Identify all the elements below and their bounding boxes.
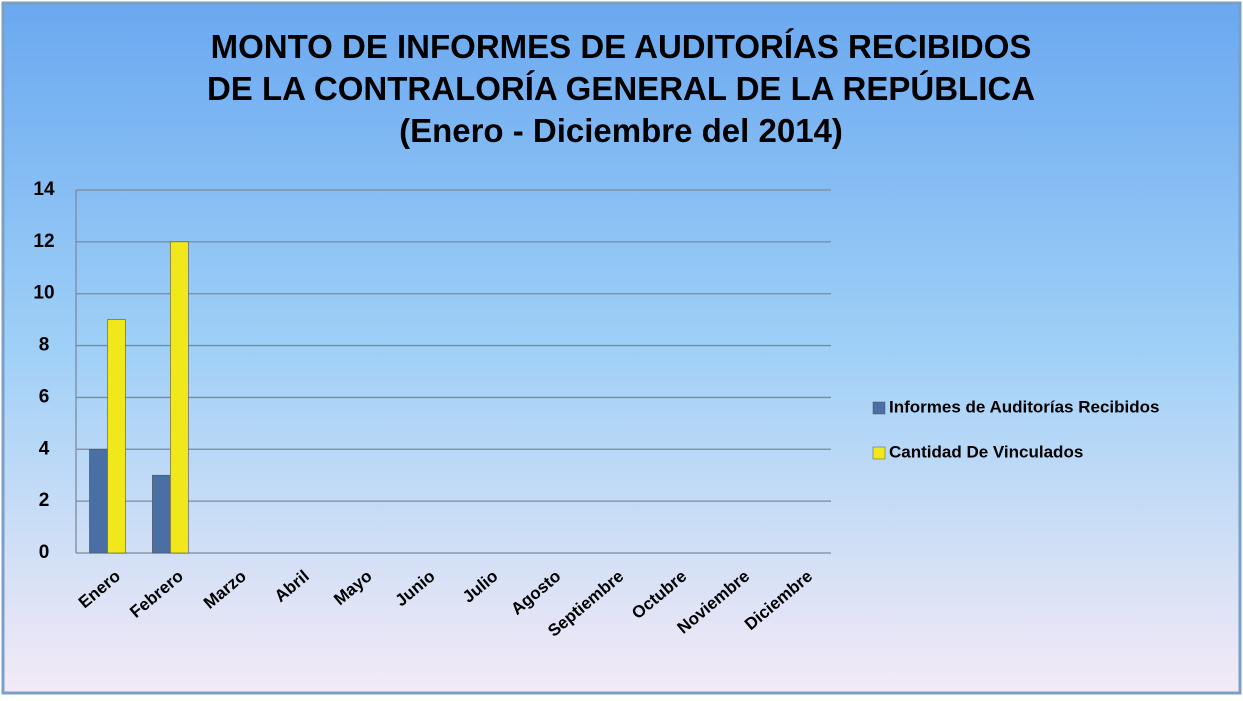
chart-title: (Enero - Diciembre del 2014) xyxy=(399,112,843,149)
y-tick-label: 6 xyxy=(39,386,50,407)
bar xyxy=(107,319,126,554)
legend-swatch xyxy=(872,446,886,460)
y-tick-label: 0 xyxy=(39,542,50,563)
bar xyxy=(89,448,108,554)
legend-label: Informes de Auditorías Recibidos xyxy=(889,397,1159,416)
bar xyxy=(170,241,189,554)
y-tick-label: 12 xyxy=(33,231,54,252)
chart-title: MONTO DE INFORMES DE AUDITORÍAS RECIBIDO… xyxy=(211,28,1032,65)
chart-title: DE LA CONTRALORÍA GENERAL DE LA REPÚBLIC… xyxy=(207,70,1035,107)
y-tick-label: 14 xyxy=(33,179,55,200)
legend-label: Cantidad De Vinculados xyxy=(889,442,1083,461)
legend-swatch xyxy=(872,401,886,415)
bar xyxy=(152,474,171,554)
y-tick-label: 4 xyxy=(39,438,50,459)
y-tick-label: 10 xyxy=(33,283,54,304)
y-tick-label: 2 xyxy=(39,490,50,511)
y-tick-label: 8 xyxy=(39,335,50,356)
